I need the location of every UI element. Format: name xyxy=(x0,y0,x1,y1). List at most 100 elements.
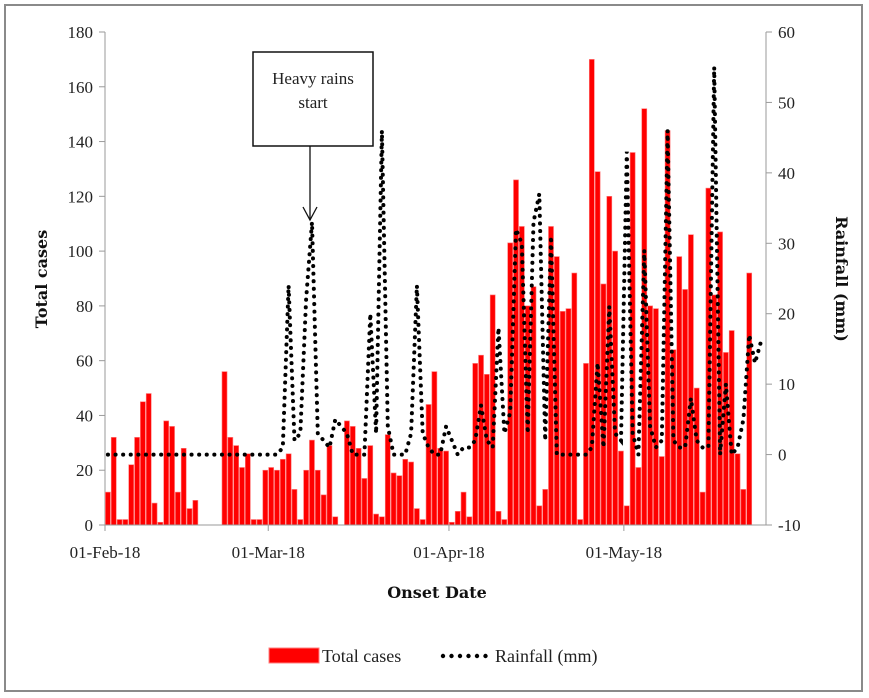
y2-tick-label: 40 xyxy=(778,164,795,183)
y-axis-title: Total cases xyxy=(32,230,51,328)
bar-total-cases xyxy=(688,234,694,526)
y-tick-label: 80 xyxy=(76,297,93,316)
bar-total-cases xyxy=(629,152,636,526)
bar-total-cases xyxy=(128,464,135,526)
y-tick-label: 100 xyxy=(68,242,94,261)
bar-total-cases xyxy=(699,491,706,526)
bar-total-cases xyxy=(577,519,583,526)
bar-total-cases xyxy=(588,59,595,526)
bar-total-cases xyxy=(151,502,158,526)
bar-total-cases xyxy=(647,305,653,526)
bar-total-cases xyxy=(431,371,438,526)
bar-total-cases xyxy=(291,489,298,526)
bar-total-cases xyxy=(279,458,286,526)
legend-dot xyxy=(466,653,471,659)
bar-total-cases xyxy=(478,354,484,526)
legend-label-total-cases: Total cases xyxy=(322,646,401,666)
rainfall-line xyxy=(105,67,763,460)
bar-total-cases xyxy=(594,171,601,526)
y-tick-label: 60 xyxy=(76,352,93,371)
legend-dot xyxy=(457,653,463,659)
bar-total-cases xyxy=(734,453,741,526)
x-axis-title: Onset Date xyxy=(387,583,487,602)
bar-total-cases xyxy=(542,489,548,526)
x-tick-label: 01-May-18 xyxy=(586,543,662,562)
x-tick-label: 01-Feb-18 xyxy=(70,543,141,562)
bar-total-cases xyxy=(239,467,245,526)
bar-total-cases xyxy=(116,519,123,526)
bar-total-cases xyxy=(740,489,747,526)
annotation-line1: Heavy rains xyxy=(272,69,354,88)
y-tick-label: 40 xyxy=(76,406,93,425)
bar-total-cases xyxy=(285,453,292,526)
bar-total-cases xyxy=(320,494,327,526)
bar-total-cases xyxy=(723,352,729,526)
y-tick-label: 120 xyxy=(68,187,94,206)
bar-total-cases xyxy=(460,491,467,526)
bar-total-cases xyxy=(303,469,309,526)
bar-total-cases xyxy=(186,508,193,526)
bar-total-cases xyxy=(180,448,187,526)
legend: Total cases Rainfall (mm) xyxy=(268,646,597,667)
y-tick-label: 140 xyxy=(68,133,94,152)
bar-total-cases xyxy=(274,469,280,526)
bar-total-cases xyxy=(443,450,449,526)
bar-total-cases xyxy=(122,519,129,526)
bar-total-cases xyxy=(192,500,199,526)
bar-total-cases xyxy=(618,450,624,526)
bar-total-cases xyxy=(472,363,479,526)
bar-total-cases xyxy=(349,426,356,526)
bar-total-cases xyxy=(565,308,572,526)
bar-total-cases xyxy=(250,519,257,526)
y-tick-label: 20 xyxy=(76,461,93,480)
bar-total-cases xyxy=(419,519,426,526)
legend-swatch-total-cases xyxy=(268,647,320,664)
legend-label-rainfall: Rainfall (mm) xyxy=(495,646,597,667)
bar-total-cases xyxy=(536,505,543,526)
legend-dot xyxy=(440,653,446,659)
annotation-arrow-head xyxy=(302,206,318,222)
bar-total-cases xyxy=(396,475,403,526)
bar-total-cases xyxy=(676,256,683,526)
bar-total-cases xyxy=(623,505,630,526)
y-tick-label: 160 xyxy=(68,78,94,97)
bar-total-cases xyxy=(326,445,333,526)
bar-total-cases xyxy=(262,469,269,526)
bar-total-cases xyxy=(314,469,321,526)
bar-total-cases xyxy=(583,363,589,526)
bar-total-cases xyxy=(227,437,234,526)
y-axis-left: 0 20 40 60 80 100 120 140 160 180 xyxy=(68,23,106,535)
y2-tick-label: 20 xyxy=(778,305,795,324)
bar-total-cases xyxy=(110,437,117,526)
bar-total-cases xyxy=(559,311,566,526)
bar-total-cases xyxy=(361,478,368,526)
bar-total-cases xyxy=(221,371,228,526)
bar-total-cases xyxy=(425,404,432,526)
bar-total-cases xyxy=(309,439,315,526)
bar-total-cases xyxy=(408,461,414,526)
bar-total-cases xyxy=(454,511,461,526)
bar-total-cases xyxy=(571,272,578,526)
y2-tick-label: 10 xyxy=(778,375,795,394)
bar-total-cases xyxy=(746,272,753,526)
bar-total-cases xyxy=(466,516,473,526)
bar-total-cases xyxy=(332,516,339,526)
bar-total-cases xyxy=(256,519,263,526)
line-rainfall xyxy=(105,67,763,460)
bar-total-cases xyxy=(484,374,490,526)
bar-total-cases xyxy=(245,453,251,526)
y2-axis-title: Rainfall (mm) xyxy=(832,216,851,342)
bar-total-cases xyxy=(175,491,181,526)
bar-total-cases xyxy=(145,393,152,526)
bar-total-cases xyxy=(495,511,502,526)
bar-total-cases xyxy=(169,426,175,526)
annotation: Heavy rains start xyxy=(252,51,374,222)
legend-dot xyxy=(449,653,454,659)
bar-total-cases xyxy=(402,458,409,526)
bar-total-cases xyxy=(682,289,688,526)
bar-total-cases xyxy=(379,516,385,526)
y2-tick-label: 0 xyxy=(778,446,787,465)
legend-dot xyxy=(474,653,480,659)
bar-total-cases xyxy=(233,445,239,526)
bar-total-cases xyxy=(390,472,397,526)
